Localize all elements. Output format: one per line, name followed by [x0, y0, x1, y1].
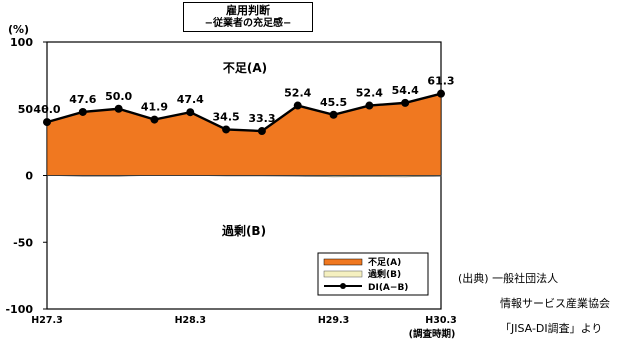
- di-point: [329, 110, 338, 119]
- data-label: 34.5: [213, 110, 240, 123]
- source-line-2: 情報サービス産業協会: [500, 297, 610, 310]
- chart-title: 雇用判断: [226, 4, 270, 17]
- data-label: 45.5: [320, 96, 347, 109]
- data-label: 61.3: [427, 75, 454, 88]
- di-point: [401, 98, 410, 107]
- legend-label-surplus: 過剰(B): [367, 268, 401, 280]
- di-point: [222, 125, 231, 134]
- legend-label-shortage: 不足(A): [368, 257, 401, 268]
- legend-swatch-surplus: [323, 270, 363, 278]
- y-tick-label: -50: [13, 236, 33, 249]
- y-tick-label: 0: [25, 170, 33, 183]
- x-tick-label: H27.3: [31, 315, 62, 326]
- di-point: [257, 127, 266, 136]
- di-point: [437, 89, 445, 98]
- source-line-3: 「JISA-DI調査」より: [500, 322, 603, 335]
- chart-title-box: 雇用判断 −従業者の充足感−: [183, 2, 313, 32]
- di-point: [78, 107, 87, 116]
- data-label: 41.9: [141, 101, 168, 114]
- annotation-shortage: 不足(A): [223, 61, 267, 75]
- legend-swatch-shortage: [323, 258, 363, 266]
- di-point: [114, 104, 123, 113]
- di-point: [365, 101, 374, 110]
- data-label: 52.4: [356, 87, 383, 100]
- di-point: [43, 118, 51, 127]
- data-label: 54.4: [392, 84, 419, 97]
- data-label: 33.3: [248, 112, 275, 125]
- di-point: [150, 115, 159, 124]
- source-line-1: (出典) 一般社団法人: [458, 272, 559, 285]
- data-label: 52.4: [284, 87, 311, 100]
- y-unit-label: (%): [8, 23, 29, 36]
- y-tick-label: 50: [18, 103, 34, 116]
- di-point: [186, 108, 195, 117]
- chart-subtitle: −従業者の充足感−: [204, 18, 292, 29]
- y-tick-label: -100: [5, 303, 33, 316]
- data-label: 40.0: [33, 103, 60, 116]
- di-point: [293, 101, 302, 110]
- legend-swatch-di-marker: [340, 283, 346, 289]
- x-tick-label: H29.3: [318, 315, 349, 326]
- data-label: 47.6: [69, 93, 96, 106]
- di-line: [46, 92, 442, 133]
- x-axis-note: (調査時期): [409, 328, 456, 340]
- source-note: (出典) 一般社団法人 情報サービス産業協会 「JISA-DI調査」より: [458, 266, 610, 341]
- data-label: 47.4: [177, 93, 204, 106]
- x-tick-label: H30.3: [425, 315, 456, 326]
- legend-label-di: DI(A−B): [368, 283, 408, 293]
- data-label: 50.0: [105, 90, 132, 103]
- y-tick-label: 100: [10, 36, 33, 49]
- x-tick-label: H28.3: [175, 315, 206, 326]
- annotation-surplus: 過剰(B): [221, 223, 266, 238]
